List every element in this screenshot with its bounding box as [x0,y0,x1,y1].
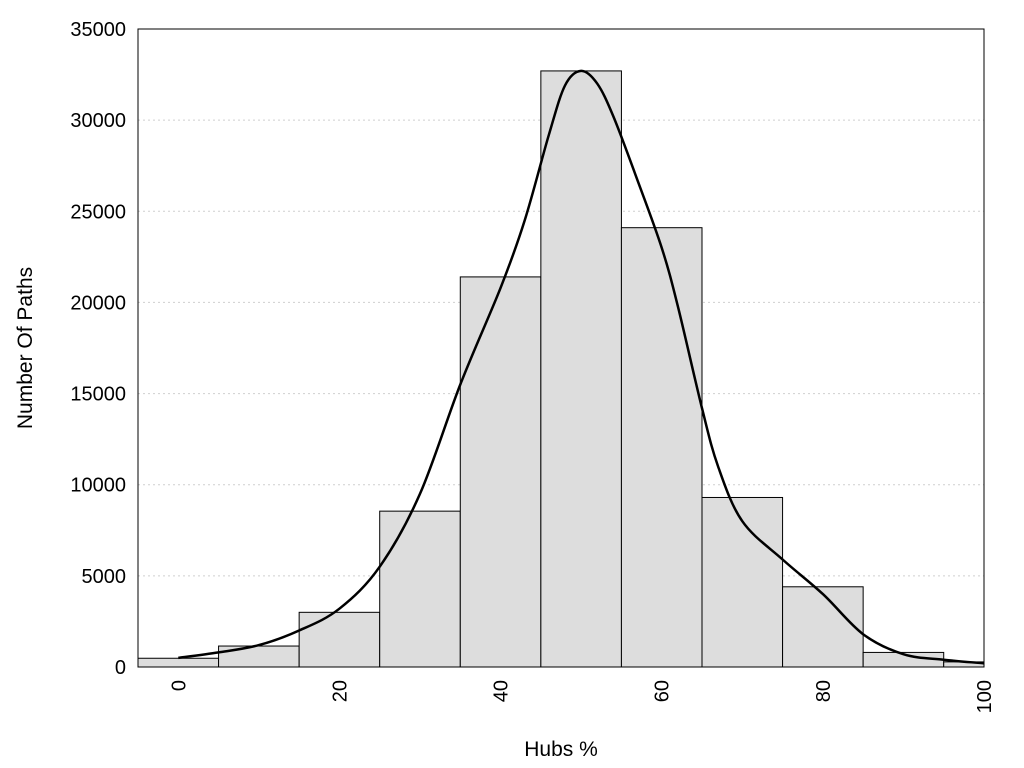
y-tick-label: 20000 [70,292,126,314]
x-tick-label: 80 [813,680,835,702]
x-axis-title: Hubs % [524,738,598,761]
y-tick-label: 30000 [70,110,126,132]
curve-layer [178,69,985,665]
y-tick-label: 10000 [70,475,126,497]
y-tick-label: 35000 [70,19,126,41]
density-curve [178,69,985,665]
histogram-bar [701,496,784,668]
x-tick-labels: 0 20 40 60 80 100 [168,680,996,713]
plot-frame [137,28,985,668]
histogram-bar [298,611,381,668]
histogram-bar [137,657,220,668]
x-tick-label: 60 [652,680,674,702]
y-axis-title: Number Of Paths [14,267,37,429]
bar-layer [137,70,985,668]
histogram-bar [620,227,703,668]
y-tick-label: 25000 [70,201,126,223]
y-tick-label: 5000 [82,566,127,588]
y-tick-label: 15000 [70,384,126,406]
histogram-bar [379,510,461,668]
x-tick-label: 20 [329,680,351,702]
x-tick-label: 0 [168,680,190,691]
y-tick-label: 0 [115,657,126,679]
x-tick-label: 100 [974,680,996,713]
histogram-bar [218,645,300,668]
histogram-bar [782,586,864,668]
histogram-bar [540,70,622,668]
histogram-bar [459,276,542,668]
grid-layer [138,119,984,577]
y-tick-labels: 0 5000 10000 15000 20000 25000 30000 35000 [70,19,126,679]
x-tick-label: 40 [491,680,513,702]
